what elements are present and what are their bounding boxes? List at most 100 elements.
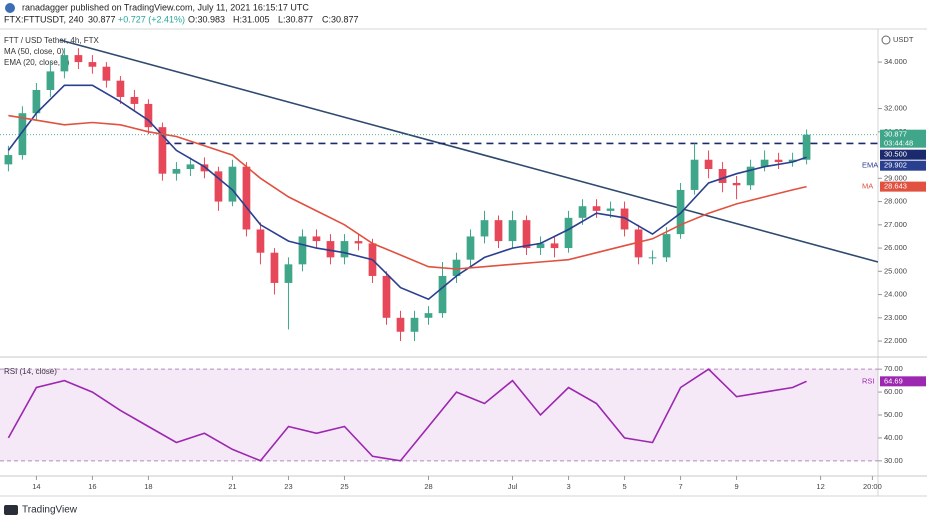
y-tick-label: 29.000: [884, 173, 907, 182]
rsi-line: [7, 368, 807, 462]
indicator-tag-name: MA: [862, 182, 873, 191]
candle-body: [410, 317, 419, 332]
trendline: [59, 39, 879, 263]
indicator-tag-value: 29.902: [884, 161, 907, 170]
candle-body: [4, 155, 13, 165]
candle-body: [802, 134, 811, 160]
rsi-tag-box: [880, 376, 926, 387]
candle-body: [102, 66, 111, 81]
candle-body: [634, 229, 643, 258]
candle-body: [242, 166, 251, 230]
avatar: [5, 3, 15, 13]
candle-body: [60, 55, 69, 72]
ohlc-open: O:30.983: [188, 14, 225, 24]
candle-body: [662, 234, 671, 258]
y-tick-label: 24.000: [884, 290, 907, 299]
candle-body: [312, 236, 321, 242]
currency: USDT: [893, 35, 914, 44]
candle-body: [354, 241, 363, 244]
x-tick-label: Jul: [508, 482, 518, 491]
candle-body: [116, 80, 125, 97]
candle-body: [424, 313, 433, 318]
rsi-tick-label: 40.00: [884, 433, 903, 442]
candle-body: [718, 169, 727, 183]
candle-body: [648, 257, 657, 259]
candle-body: [704, 159, 713, 170]
candle-body: [466, 236, 475, 260]
byline: ranadagger published on TradingView.com,…: [22, 2, 309, 12]
candle-body: [298, 236, 307, 265]
candle-body: [172, 169, 181, 174]
candle-body: [130, 96, 139, 104]
ema-legend: EMA (20, close, 0): [4, 58, 70, 67]
main-legend: FTT / USD Tether, 4h, FTX: [4, 36, 100, 45]
y-tick-label: 26.000: [884, 243, 907, 252]
y-tick-label: 32.000: [884, 104, 907, 113]
y-tick-label: 25.000: [884, 266, 907, 275]
resistance-tag-box: [880, 149, 926, 160]
candle-body: [18, 113, 27, 156]
candle-body: [746, 166, 755, 186]
candle-body: [522, 220, 531, 249]
indicator-line: [7, 84, 807, 301]
currency-icon: [881, 35, 891, 45]
x-tick-label: 28: [424, 482, 432, 491]
candle-body: [690, 159, 699, 190]
x-tick-label: 25: [340, 482, 348, 491]
candle-body: [144, 103, 153, 128]
ma-legend: MA (50, close, 0): [4, 47, 64, 56]
candle-body: [74, 55, 83, 63]
last-price-tag-box: [880, 129, 926, 140]
indicator-tag-box: [880, 160, 926, 171]
candle-body: [186, 164, 195, 170]
candle-body: [620, 208, 629, 230]
resistance-tag-value: 30.500: [884, 150, 907, 159]
rsi-tag-value: 64.69: [884, 376, 903, 385]
rsi-tick-label: 50.00: [884, 410, 903, 419]
ohlc-close: C:30.877: [322, 14, 359, 24]
y-tick-label: 23.000: [884, 313, 907, 322]
candle-body: [606, 208, 615, 211]
x-tick-label: 3: [566, 482, 570, 491]
candle-body: [340, 241, 349, 258]
x-tick-label: 21: [228, 482, 236, 491]
candle-body: [774, 159, 783, 163]
rsi-tick-label: 30.00: [884, 456, 903, 465]
indicator-tag-box: [880, 181, 926, 192]
candle-body: [88, 62, 97, 67]
candle-body: [284, 264, 293, 283]
candle-body: [214, 171, 223, 202]
x-tick-label: 5: [622, 482, 626, 491]
logo: [4, 505, 18, 515]
rsi-tick-label: 70.00: [884, 364, 903, 373]
candle-body: [438, 275, 447, 314]
candle-body: [732, 182, 741, 186]
indicator-tag-name: EMA: [862, 161, 878, 170]
countdown: 03:44:48: [884, 139, 913, 148]
candle-body: [452, 259, 461, 276]
candle-body: [200, 164, 209, 172]
footer: TradingView: [22, 505, 78, 516]
candle-body: [536, 243, 545, 249]
candle-body: [228, 166, 237, 202]
countdown-box: [880, 138, 926, 148]
x-tick-label: 12: [816, 482, 824, 491]
candle-body: [550, 243, 559, 249]
rsi-tick-label: 60.00: [884, 387, 903, 396]
rsi-legend: RSI (14, close): [4, 367, 57, 376]
x-tick-label: 7: [678, 482, 682, 491]
last-price: 30.877: [88, 14, 116, 24]
candle-body: [676, 189, 685, 235]
rsi-band: [0, 369, 878, 461]
rsi-tag-name: RSI: [862, 376, 875, 385]
x-tick-label: 14: [32, 482, 40, 491]
change: +0.727 (+2.41%): [118, 14, 185, 24]
symbol: FTX:FTTUSDT, 240: [4, 14, 84, 24]
candle-body: [270, 252, 279, 283]
candle-body: [480, 220, 489, 237]
candle-body: [382, 275, 391, 318]
x-tick-label: 20:00: [863, 482, 882, 491]
x-tick-label: 23: [284, 482, 292, 491]
candle-body: [564, 217, 573, 249]
